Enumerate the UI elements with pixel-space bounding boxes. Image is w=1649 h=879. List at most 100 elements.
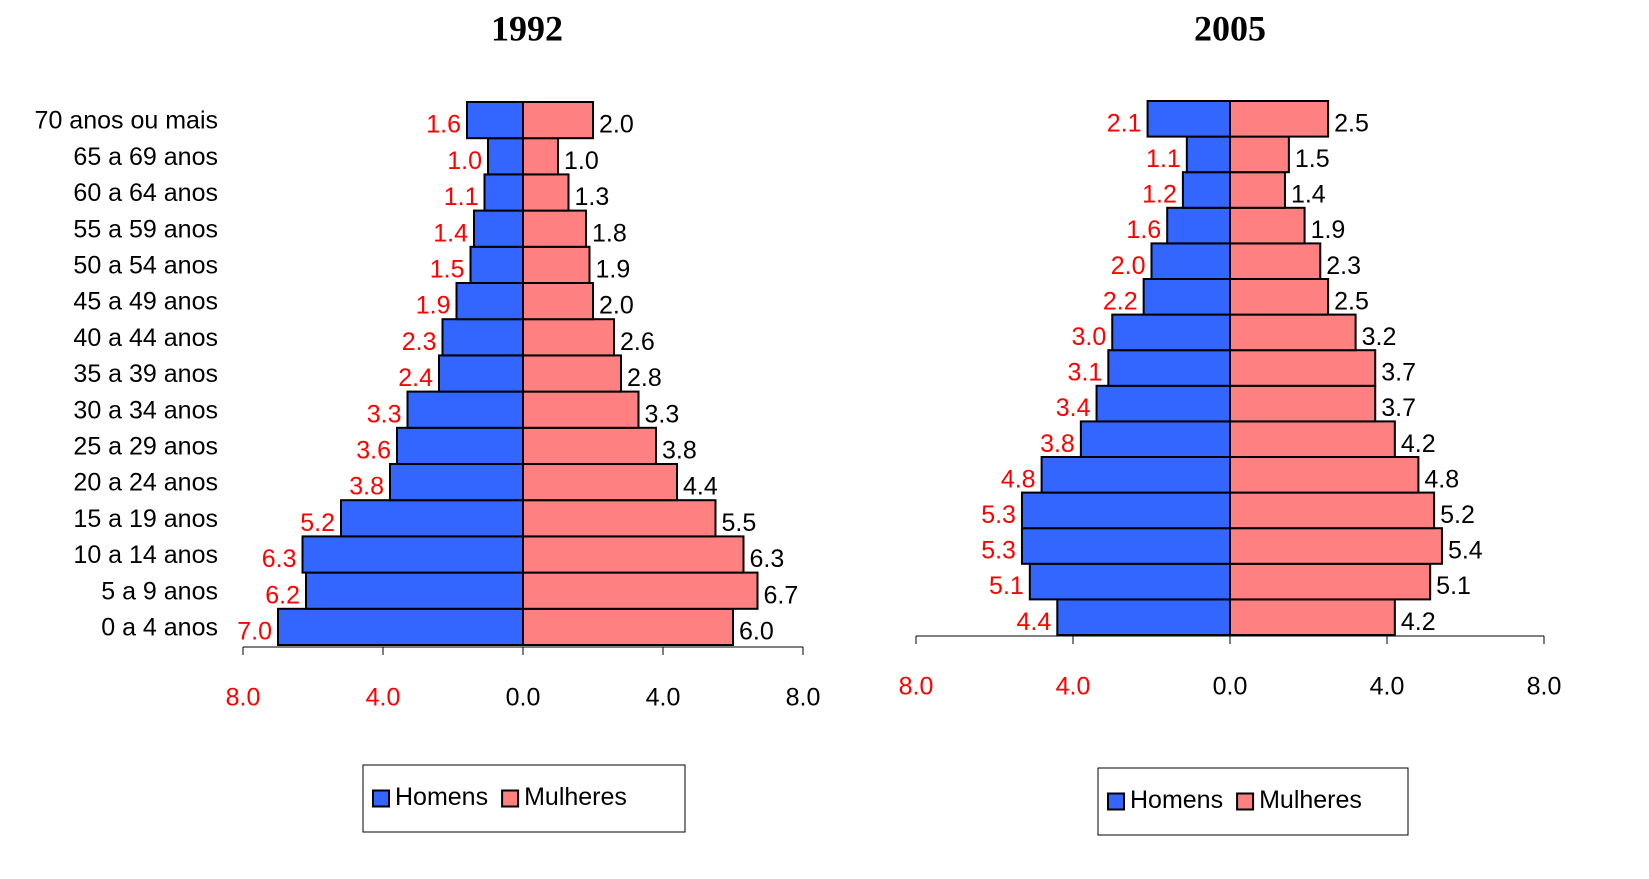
legend-label: Homens: [1130, 786, 1223, 814]
bar: [441, 318, 524, 357]
bar: [483, 173, 524, 212]
value-label: 5.2: [300, 509, 335, 537]
bar: [1229, 384, 1377, 423]
value-label: 6.2: [265, 581, 300, 609]
category-label: 25 a 29 anos: [73, 433, 218, 461]
bar: [522, 101, 594, 140]
value-label: 5.1: [1436, 572, 1471, 600]
value-label: 6.7: [764, 581, 799, 609]
value-label: 4.4: [1017, 608, 1052, 636]
bar: [1229, 100, 1330, 138]
value-label: 3.1: [1068, 359, 1103, 387]
value-label: 1.0: [564, 147, 599, 175]
legend-swatch: [372, 789, 390, 808]
bar: [522, 354, 622, 393]
value-label: 3.4: [1056, 394, 1091, 422]
x-tick-label: 0.0: [1213, 673, 1248, 701]
bar: [1111, 313, 1231, 352]
legend-swatch: [501, 789, 520, 808]
bar: [1181, 171, 1232, 209]
value-label: 5.4: [1448, 537, 1483, 565]
value-label: 4.4: [683, 473, 718, 501]
value-label: 2.6: [620, 328, 655, 356]
legend: Homens Mulheres: [362, 764, 686, 833]
category-label: 70 anos ou mais: [35, 107, 218, 135]
category-label: 35 a 39 anos: [73, 360, 218, 388]
bar: [1020, 491, 1231, 530]
category-label: 50 a 54 anos: [73, 252, 218, 280]
bar: [522, 173, 570, 212]
chart-title: 2005: [1194, 8, 1266, 48]
bar: [522, 282, 594, 321]
bar: [1095, 384, 1232, 423]
bar: [1229, 527, 1443, 565]
category-label: 55 a 59 anos: [73, 215, 218, 243]
bar: [1185, 135, 1231, 174]
value-label: 1.4: [433, 219, 468, 247]
value-label: 5.5: [722, 509, 757, 537]
category-label: 15 a 19 anos: [73, 505, 218, 533]
bar: [396, 426, 524, 465]
value-label: 3.2: [1362, 323, 1397, 351]
value-label: 3.7: [1381, 359, 1416, 387]
bar: [1229, 206, 1306, 245]
bar: [522, 209, 587, 248]
value-label: 2.0: [599, 111, 634, 139]
bar: [406, 390, 524, 429]
bar: [522, 426, 657, 465]
bar: [1229, 135, 1290, 174]
bar: [522, 318, 615, 357]
value-label: 6.0: [739, 618, 774, 646]
legend-label: Homens: [395, 783, 488, 811]
value-label: 4.2: [1401, 608, 1436, 636]
bar: [301, 535, 524, 574]
value-label: 3.8: [349, 473, 384, 501]
bar: [522, 463, 678, 502]
value-label: 1.6: [426, 111, 461, 139]
bar: [1229, 242, 1322, 280]
value-label: 2.3: [1326, 252, 1361, 280]
bar: [277, 607, 524, 646]
bar: [522, 535, 745, 574]
value-label: 5.3: [981, 537, 1016, 565]
value-label: 2.5: [1334, 109, 1369, 137]
bar: [522, 137, 559, 176]
category-label: 40 a 44 anos: [73, 324, 218, 352]
category-label: 65 a 69 anos: [73, 143, 218, 171]
x-tick-label: 8.0: [786, 684, 821, 712]
value-label: 3.8: [1040, 430, 1075, 458]
value-label: 7.0: [237, 618, 272, 646]
value-label: 2.0: [1111, 252, 1146, 280]
x-tick-label: 4.0: [1056, 673, 1091, 701]
value-label: 2.1: [1107, 109, 1142, 137]
legend-swatch: [1107, 792, 1125, 811]
value-label: 1.0: [447, 147, 482, 175]
value-label: 1.1: [1146, 145, 1181, 173]
bar: [1166, 206, 1231, 245]
bar: [466, 101, 524, 140]
legend-label: Mulheres: [1259, 786, 1362, 814]
bar: [1028, 562, 1231, 601]
bar: [1229, 420, 1396, 458]
x-tick-label: 4.0: [1370, 673, 1405, 701]
legend-box: [362, 764, 686, 833]
value-label: 1.2: [1142, 181, 1177, 209]
value-label: 1.1: [444, 183, 479, 211]
bar: [1020, 527, 1231, 565]
x-tick-label: 8.0: [226, 684, 261, 712]
value-label: 2.5: [1334, 287, 1369, 315]
x-tick-label: 4.0: [646, 684, 681, 712]
bar: [1229, 598, 1396, 637]
bar: [522, 390, 640, 429]
value-label: 2.8: [627, 364, 662, 392]
bar: [455, 282, 524, 321]
category-label: 30 a 34 anos: [73, 396, 218, 424]
value-label: 3.8: [662, 437, 697, 465]
value-label: 1.6: [1126, 216, 1161, 244]
value-label: 1.9: [1311, 216, 1346, 244]
x-tick-label: 0.0: [506, 684, 541, 712]
category-label: 10 a 14 anos: [73, 541, 218, 569]
bar: [1079, 420, 1231, 458]
bar: [522, 245, 591, 285]
